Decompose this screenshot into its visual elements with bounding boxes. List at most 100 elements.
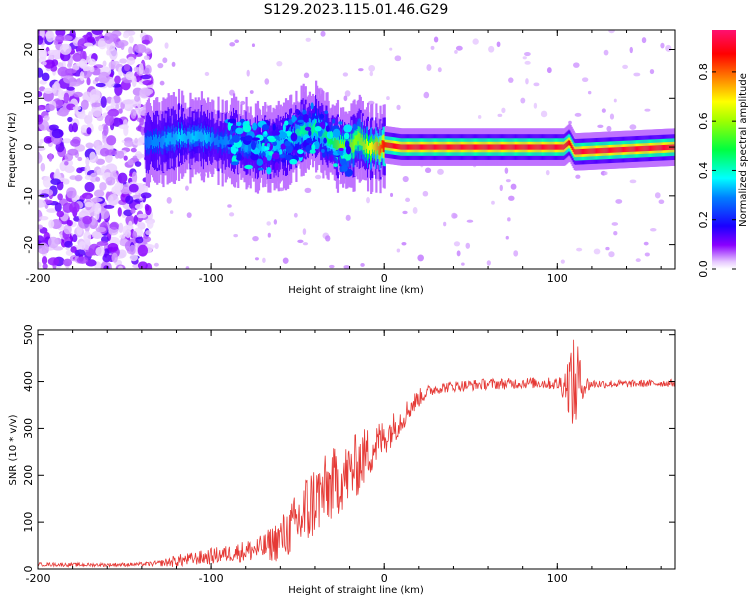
heatmap-cell [166,197,172,204]
heatmap-cell [593,248,601,255]
heatmap-cell [90,197,103,203]
heatmap-cell [125,195,134,205]
heatmap-cell [186,212,192,218]
heatmap-cell [141,88,154,95]
heatmap-cell [85,142,94,149]
heatmap-cell [96,114,104,122]
heatmap-cell [401,242,407,246]
heatmap-cell [114,182,124,191]
heatmap-cell [140,192,152,199]
heatmap-cell [93,202,102,215]
heatmap-cell [51,59,59,67]
heatmap-cell [130,147,137,153]
heatmap-cell [581,77,589,83]
heatmap-cell [293,212,298,218]
heatmap-cell [573,62,580,68]
snr-x-axis-label: Height of straight line (km) [288,585,424,596]
heatmap-cell [67,148,79,156]
heatmap-cell [98,124,104,132]
heatmap-cell [338,121,343,125]
colorbar-scale [712,30,736,269]
heatmap-cell [244,164,253,170]
heatmap-cell [279,149,283,156]
heatmap-cell [143,55,150,61]
heatmap-cell [366,197,370,204]
heatmap-cell [46,208,58,213]
heatmap-cell [465,242,471,249]
heatmap-cell [74,249,86,257]
heatmap-cell [314,140,320,150]
heatmap-cell [343,265,350,269]
heatmap-cell [314,115,319,120]
heatmap-cell [230,161,239,166]
heatmap-cell [126,56,136,66]
heatmap-cell [329,130,334,138]
heatmap-cell [38,224,44,230]
heatmap-cell [273,219,278,225]
heatmap-cell [48,219,55,229]
heatmap-cell [132,155,138,160]
heatmap-cell [146,219,154,229]
heatmap-cell [87,111,93,123]
heatmap-cell [98,71,110,84]
heatmap-cell [67,62,72,68]
heatmap-cell [139,197,144,201]
snr-x-tick-label: 0 [381,572,388,585]
heatmap-cell [118,124,129,130]
heatmap-cell [252,148,261,155]
heatmap-cell [129,244,136,255]
heatmap-cell [39,79,47,85]
heatmap-cell [59,177,67,183]
heatmap-cell [424,167,432,174]
heatmap-cell [94,77,100,82]
heatmap-cell [264,146,270,151]
heatmap-cell [629,124,637,130]
heatmap-cell [106,135,117,146]
heatmap-cell [606,125,612,132]
heatmap-cell [39,193,50,198]
heatmap-cell [281,159,286,163]
heatmap-cell [131,171,138,184]
heatmap-cell [56,210,65,218]
heatmap-cell [234,39,240,44]
heatmap-cell [263,156,268,164]
heatmap-cell [522,56,527,60]
heatmap-cell [62,258,73,267]
snr-x-tick-label: -200 [26,572,51,585]
heatmap-cell [47,49,59,56]
colorbar-label: Normalized spectral amplitude [738,73,749,227]
heatmap-cell [608,30,615,34]
heatmap-cell [66,86,75,91]
heatmap-cell [324,110,329,115]
heatmap-cell [454,49,458,54]
heatmap-cell [455,45,463,51]
heatmap-cell [78,241,86,250]
heatmap-cell [230,144,236,154]
heatmap-cell [136,213,147,219]
heatmap-cell [109,221,120,230]
heatmap-cell [51,83,57,94]
heatmap-cell [360,262,365,267]
heatmap-cell [38,142,42,147]
heatmap-cell [86,77,91,86]
heatmap-cell [345,214,351,221]
heatmap-cell [290,132,298,142]
heatmap-cell [84,201,93,208]
heatmap-cell [430,45,435,50]
heatmap-cell [369,71,374,77]
heatmap-cell [443,221,447,227]
heatmap-cell [302,114,309,123]
heatmap-cell [250,141,257,150]
heatmap-cell [128,220,133,231]
heatmap-cell [272,123,276,131]
heatmap-cell [501,107,506,114]
heatmap-cell [67,219,73,227]
heatmap-cell [134,94,141,102]
heatmap-cell [433,36,439,43]
heatmap-cell [110,97,115,110]
heatmap-cell [644,108,651,112]
heatmap-cell [304,126,312,131]
heatmap-cell [649,228,657,232]
heatmap-cell [422,190,429,197]
